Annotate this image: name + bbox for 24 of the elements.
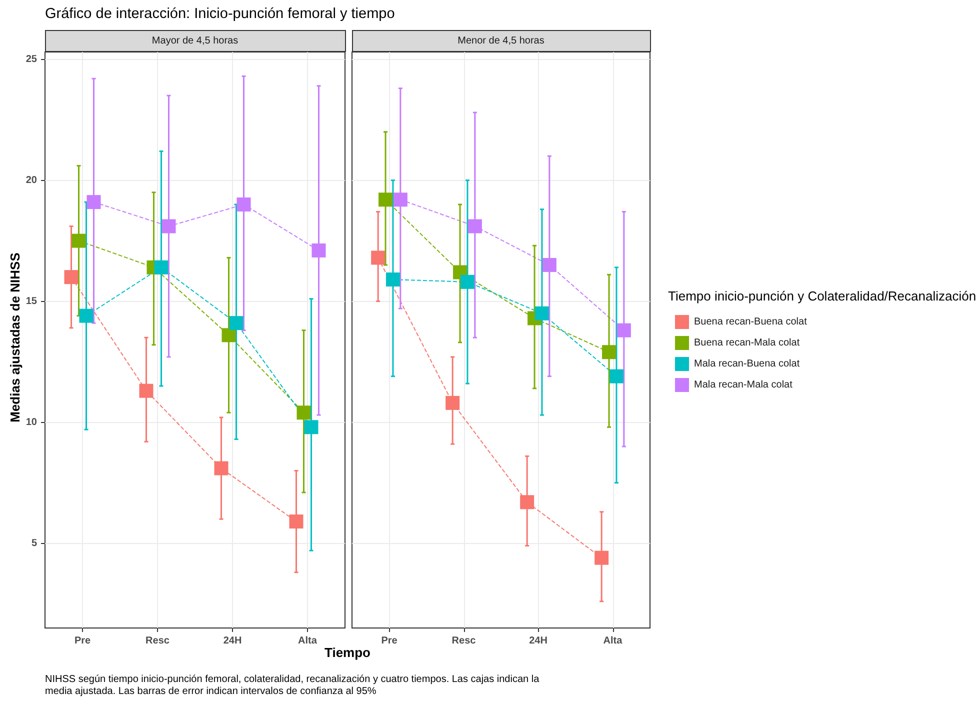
chart-title: Gráfico de interacción: Inicio-punción femoral y tiempo <box>45 6 395 22</box>
chart-subtitle: Mayor de 4,5 horas <box>152 36 238 46</box>
x-tick-label: Resc <box>146 636 170 646</box>
y-tick-label: 20 <box>26 174 38 186</box>
y-tick-label: 10 <box>26 416 38 428</box>
x-tick-label: Pre <box>74 636 91 646</box>
y-tick-label: 25 <box>26 54 38 65</box>
legend-label: Mala recan-Buena colat <box>694 358 800 370</box>
legend-label: Mala recan-Mala colat <box>694 380 793 390</box>
x-tick-label: Alta <box>603 636 623 646</box>
y-tick-label: 5 <box>31 538 38 549</box>
legend-label: Buena recan-Mala colat <box>694 338 800 348</box>
x-tick-label: Resc <box>452 636 476 646</box>
chart-subtitle: Menor de 4,5 horas <box>458 36 544 46</box>
x-tick-label: 24H <box>529 636 548 646</box>
x-tick-label: 24H <box>223 636 242 646</box>
x-axis-title: Tiempo <box>324 645 372 660</box>
legend-title: Tiempo inicio-punción y Colateralidad/Recanalización <box>668 288 976 304</box>
x-tick-label: Alta <box>298 636 318 646</box>
text: NIHSS según tiempo inicio-punción femoral, colateralidad, recanalización y cuatro tiempos. Las cajas indican la media ajustada. Las barras de error indican intervalos de confianza al 95% <box>45 674 540 698</box>
x-tick-label: Pre <box>381 636 398 646</box>
y-tick-label: 15 <box>26 296 38 307</box>
y-axis-title: Medias ajustadas de NIHSS <box>8 252 22 424</box>
legend-label: Buena recan-Buena colat <box>694 316 808 328</box>
